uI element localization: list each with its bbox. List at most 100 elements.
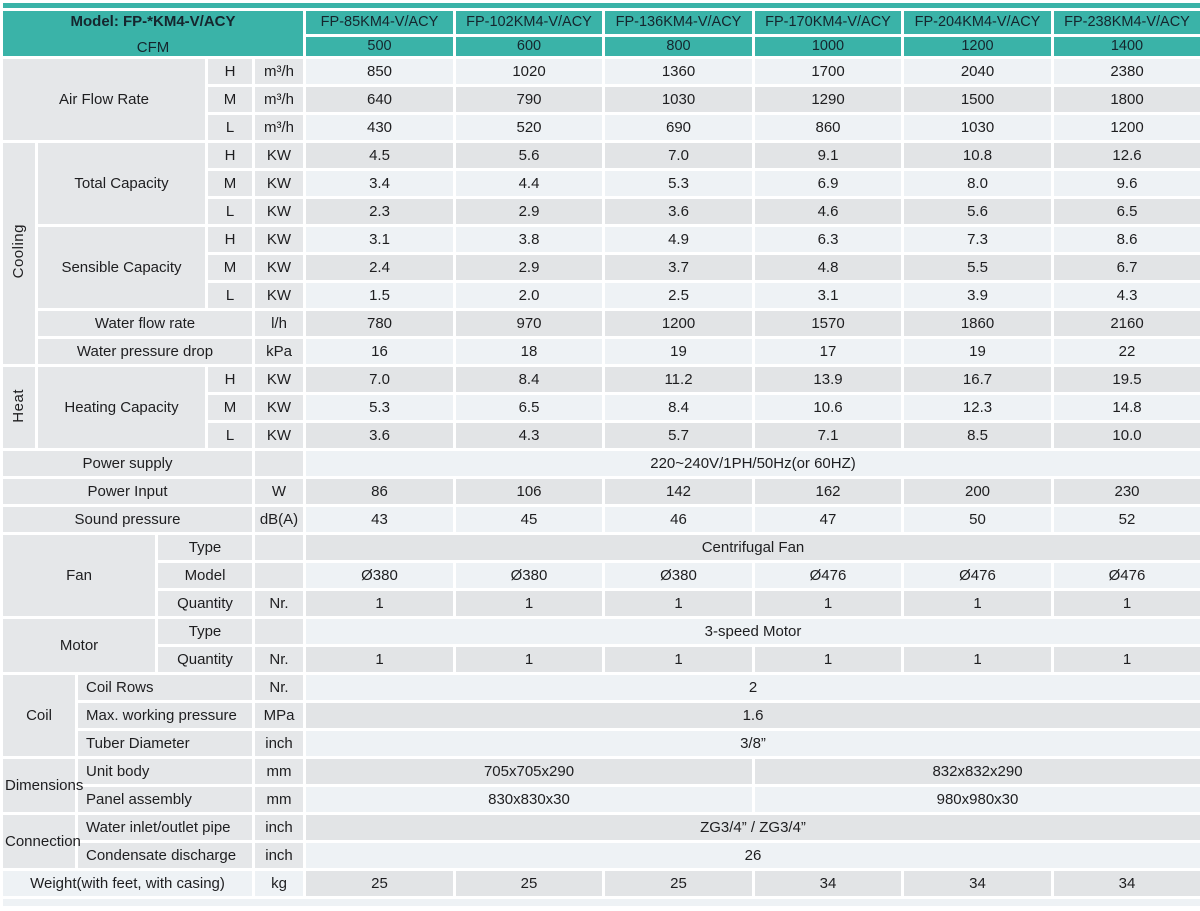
value-cell: Ø380 bbox=[602, 560, 755, 591]
row-label-cell: Type bbox=[155, 616, 255, 647]
unit-cell: W bbox=[252, 476, 306, 507]
value-cell: Ø476 bbox=[752, 560, 904, 591]
value-cell: 162 bbox=[752, 476, 904, 507]
value-cell: 830x830x30 bbox=[303, 784, 755, 815]
value-cell: 6.5 bbox=[1051, 196, 1200, 227]
value-cell: 1 bbox=[901, 588, 1054, 619]
value-cell: 5.3 bbox=[602, 168, 755, 199]
row-label-cell: Dimensions bbox=[0, 756, 83, 815]
value-cell: 9.6 bbox=[1051, 168, 1200, 199]
unit-cell: MPa bbox=[252, 700, 306, 731]
value-cell: 1570 bbox=[752, 308, 904, 339]
value-cell: 1 bbox=[602, 588, 755, 619]
unit-cell: KW bbox=[252, 224, 306, 255]
value-cell: 46 bbox=[602, 504, 755, 535]
unit-cell bbox=[252, 448, 306, 479]
vertical-group-label: Heat bbox=[10, 388, 28, 423]
unit-cell: kPa bbox=[252, 336, 306, 367]
model-title-cell: Model: FP-*KM4-V/ACY CFM bbox=[0, 8, 306, 59]
value-cell: 1 bbox=[1051, 644, 1200, 675]
cfm-label: CFM bbox=[136, 38, 170, 56]
unit-cell: KW bbox=[252, 392, 306, 423]
value-cell: 3.1 bbox=[752, 280, 904, 311]
value-cell: 3-speed Motor bbox=[303, 616, 1200, 647]
row-label-cell: Water flow rate bbox=[35, 308, 255, 339]
value-cell: 220~240V/1PH/50Hz(or 60HZ) bbox=[303, 448, 1200, 479]
row-label-cell: Fan bbox=[0, 532, 158, 619]
value-cell: 5.6 bbox=[901, 196, 1054, 227]
value-cell: 3.9 bbox=[901, 280, 1054, 311]
unit-cell: mm bbox=[252, 784, 306, 815]
value-cell: 860 bbox=[752, 112, 904, 143]
value-cell: 705x705x290 bbox=[303, 756, 755, 787]
row-label-cell: Heating Capacity bbox=[35, 364, 208, 451]
value-cell: 4.4 bbox=[453, 168, 605, 199]
vertical-group-label: Cooling bbox=[10, 224, 28, 279]
value-cell: 1 bbox=[901, 644, 1054, 675]
value-cell: 25 bbox=[602, 868, 755, 899]
value-cell: Ø476 bbox=[1051, 560, 1200, 591]
value-cell: 5.3 bbox=[303, 392, 456, 423]
value-cell: 34 bbox=[1051, 868, 1200, 899]
value-cell: 4.9 bbox=[602, 224, 755, 255]
value-cell: 1360 bbox=[602, 56, 755, 87]
column-header-cell: 1200 bbox=[901, 34, 1054, 59]
value-cell: 12.3 bbox=[901, 392, 1054, 423]
value-cell: Ø476 bbox=[901, 560, 1054, 591]
value-cell: 1 bbox=[752, 588, 904, 619]
value-cell: 1 bbox=[303, 644, 456, 675]
value-cell: 7.1 bbox=[752, 420, 904, 451]
value-cell: 7.0 bbox=[602, 140, 755, 171]
value-cell: 2.4 bbox=[303, 252, 456, 283]
unit-cell: KW bbox=[252, 196, 306, 227]
unit-cell: l/h bbox=[252, 308, 306, 339]
value-cell: 34 bbox=[752, 868, 904, 899]
value-cell: 6.3 bbox=[752, 224, 904, 255]
value-cell: 10.8 bbox=[901, 140, 1054, 171]
unit-cell: m³/h bbox=[252, 112, 306, 143]
unit-cell: M bbox=[205, 84, 255, 115]
value-cell: 4.5 bbox=[303, 140, 456, 171]
unit-cell: inch bbox=[252, 728, 306, 759]
row-label-cell: Coil Rows bbox=[75, 672, 255, 703]
value-cell: 16 bbox=[303, 336, 456, 367]
value-cell: 3.7 bbox=[602, 252, 755, 283]
column-header-cell: FP-238KM4-V/ACY bbox=[1051, 8, 1200, 37]
unit-cell: L bbox=[205, 420, 255, 451]
row-label-cell: Air Flow Rate bbox=[0, 56, 208, 143]
unit-cell: mm bbox=[252, 756, 306, 787]
value-cell: 10.0 bbox=[1051, 420, 1200, 451]
value-cell: 19 bbox=[901, 336, 1054, 367]
value-cell: 1020 bbox=[453, 56, 605, 87]
value-cell: 2 bbox=[303, 672, 1200, 703]
row-label-cell: Condensate discharge bbox=[75, 840, 255, 871]
row-label-cell: Power Input bbox=[0, 476, 255, 507]
row-label-cell: Panel assembly bbox=[75, 784, 255, 815]
row-label-cell: Weight(with feet, with casing) bbox=[0, 868, 255, 899]
value-cell: 25 bbox=[453, 868, 605, 899]
unit-cell bbox=[252, 560, 306, 591]
value-cell: 86 bbox=[303, 476, 456, 507]
value-cell: 3.6 bbox=[602, 196, 755, 227]
column-header-cell: 600 bbox=[453, 34, 605, 59]
value-cell: 7.0 bbox=[303, 364, 456, 395]
value-cell: 19 bbox=[602, 336, 755, 367]
unit-cell: L bbox=[205, 280, 255, 311]
value-cell: 47 bbox=[752, 504, 904, 535]
section-label-cell: Cooling bbox=[0, 140, 38, 367]
row-label-cell: Unit body bbox=[75, 756, 255, 787]
unit-cell: M bbox=[205, 392, 255, 423]
value-cell: 1200 bbox=[1051, 112, 1200, 143]
unit-cell: m³/h bbox=[252, 84, 306, 115]
unit-cell: Nr. bbox=[252, 672, 306, 703]
column-header-cell: FP-85KM4-V/ACY bbox=[303, 8, 456, 37]
row-label-cell: Sensible Capacity bbox=[35, 224, 208, 311]
row-label-cell: Coil bbox=[0, 672, 78, 759]
value-cell: 2.9 bbox=[453, 252, 605, 283]
value-cell: 3.6 bbox=[303, 420, 456, 451]
row-label-cell: kg bbox=[252, 868, 306, 899]
value-cell: 780 bbox=[303, 308, 456, 339]
column-header-cell: 1400 bbox=[1051, 34, 1200, 59]
unit-cell: KW bbox=[252, 140, 306, 171]
